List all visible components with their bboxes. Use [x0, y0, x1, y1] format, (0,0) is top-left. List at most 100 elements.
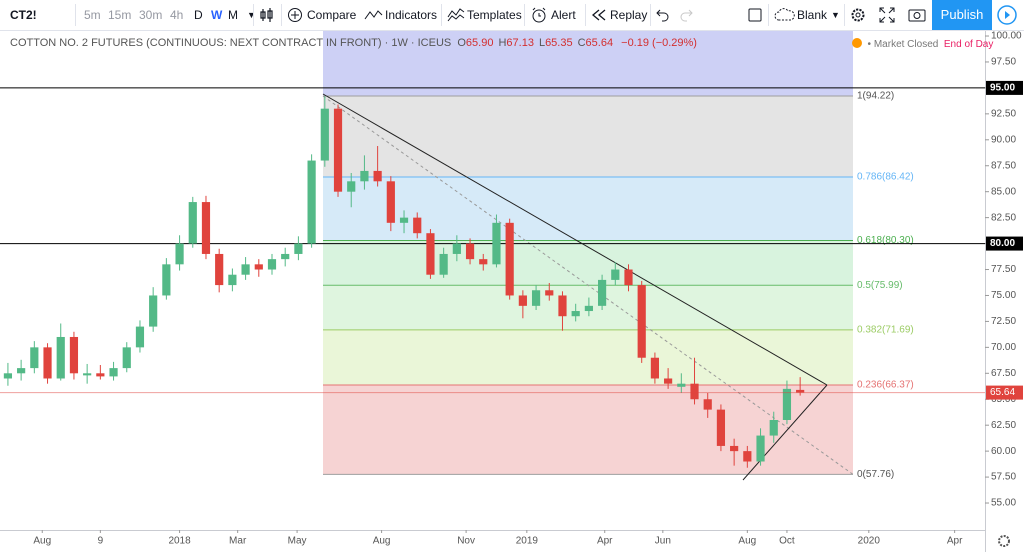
separator — [768, 4, 769, 26]
candle-body — [545, 290, 554, 296]
x-tick-label: Nov — [457, 536, 475, 547]
replay-icon[interactable] — [591, 8, 607, 22]
candle-body — [267, 259, 277, 270]
fib-label: 0.382(71.69) — [857, 324, 914, 335]
fib-label: 0(57.76) — [857, 469, 894, 480]
cloud-icon[interactable] — [774, 8, 796, 22]
y-tick-label: 55.00 — [991, 498, 1016, 509]
y-tick-label: 60.00 — [991, 446, 1016, 457]
candle-body — [690, 383, 699, 400]
fib-label: 0.786(86.42) — [857, 172, 914, 183]
interval-button[interactable]: M — [228, 8, 238, 22]
interval-dropdown[interactable]: ▼ — [247, 10, 256, 20]
separator — [253, 4, 254, 26]
x-tick-label: Aug — [373, 536, 391, 547]
status: • Market Closed End of Day — [852, 38, 993, 50]
candle-body — [3, 373, 13, 379]
candle-body — [386, 181, 395, 223]
candle-body — [56, 336, 65, 379]
candle-body — [637, 285, 646, 358]
fib-band — [323, 30, 853, 97]
candle-body — [109, 368, 118, 377]
publish-button[interactable]: Publish — [932, 0, 992, 30]
replay-button[interactable]: Replay — [610, 8, 648, 22]
interval-button[interactable]: D — [194, 8, 203, 22]
candle-body — [452, 243, 461, 254]
layout-name[interactable]: Blank — [797, 8, 828, 22]
candle-body — [782, 388, 792, 420]
trend-line — [742, 384, 828, 481]
fib-trend — [322, 95, 854, 475]
candle-body — [294, 243, 303, 254]
compare-button[interactable]: Compare — [307, 8, 357, 22]
x-tick-label: 2019 — [516, 536, 539, 547]
x-tick-label: 2018 — [168, 536, 191, 547]
separator — [524, 4, 525, 26]
candle-body — [465, 243, 475, 260]
y-tick-label: 67.50 — [991, 368, 1016, 379]
compare-icon[interactable] — [287, 7, 303, 23]
x-tick-label: Apr — [597, 536, 613, 547]
candle-body — [677, 383, 686, 387]
candle-body — [333, 108, 343, 192]
interval-button[interactable]: 5m — [84, 8, 101, 22]
interval-button[interactable]: W — [211, 8, 223, 22]
interval-button[interactable]: 30m — [139, 8, 163, 22]
chart-type-icon[interactable] — [259, 6, 275, 24]
interval-button[interactable]: 4h — [170, 8, 184, 22]
indicators-button[interactable]: Indicators — [385, 8, 438, 22]
alert-icon[interactable] — [530, 6, 548, 24]
ohlc-value: 65.35 — [545, 37, 573, 49]
ohlc-value: 65.64 — [585, 37, 614, 49]
fib-label: 0.236(66.37) — [857, 380, 914, 391]
separator — [585, 4, 586, 26]
candle-body — [624, 269, 633, 286]
undo-redo[interactable] — [656, 8, 696, 22]
dropdown-arrow[interactable]: ▼ — [831, 10, 840, 20]
symbol[interactable]: CT2! — [10, 8, 37, 22]
price-tag — [986, 236, 1023, 251]
market-status: Market Closed — [873, 39, 939, 50]
candle-body — [69, 336, 79, 374]
trend-line — [322, 93, 828, 386]
x-tick-label: Oct — [779, 536, 795, 547]
fib-band — [323, 176, 853, 241]
templates-button[interactable]: Templates — [467, 8, 522, 22]
candle-body — [730, 445, 739, 452]
candle-body — [479, 259, 488, 265]
ohlc-key: C — [577, 37, 586, 49]
candle-body — [162, 264, 171, 296]
indicators-icon[interactable] — [364, 7, 384, 23]
axis-settings-icon[interactable] — [998, 535, 1010, 547]
candle-body — [558, 295, 567, 317]
candle-body — [241, 264, 250, 275]
fib-label: 1(94.22) — [857, 91, 894, 102]
y-tick-label: 57.50 — [991, 472, 1016, 483]
x-tick-label: May — [288, 536, 307, 547]
interval-button[interactable]: 15m — [108, 8, 132, 22]
separator — [281, 4, 282, 26]
fullscreen-icon[interactable] — [879, 7, 895, 23]
y-tick-label: 97.50 — [991, 57, 1016, 68]
alert-button[interactable]: Alert — [551, 8, 576, 22]
settings-icon[interactable] — [850, 7, 866, 23]
x-tick-label: Jun — [655, 536, 671, 547]
candle-body — [307, 160, 316, 244]
fib-label: 0.618(80.30) — [857, 235, 914, 246]
y-tick-label: 75.00 — [991, 290, 1016, 301]
play-icon[interactable] — [996, 4, 1018, 26]
candle-body — [756, 435, 765, 462]
templates-icon[interactable] — [447, 7, 465, 23]
y-tick-label: 70.00 — [991, 342, 1016, 353]
snapshot-icon[interactable] — [908, 7, 926, 23]
candle-body — [17, 368, 26, 374]
layout-square[interactable] — [748, 8, 762, 22]
candle-body — [426, 233, 435, 275]
x-tick-label: Mar — [229, 536, 247, 547]
top-toolbar: CT2! 5m 15m 30m 4h D W M ▼ Compare Indicators T… — [0, 0, 1024, 31]
x-tick-label: Apr — [947, 536, 963, 547]
candle-body — [597, 279, 607, 306]
candle-body — [399, 217, 409, 223]
